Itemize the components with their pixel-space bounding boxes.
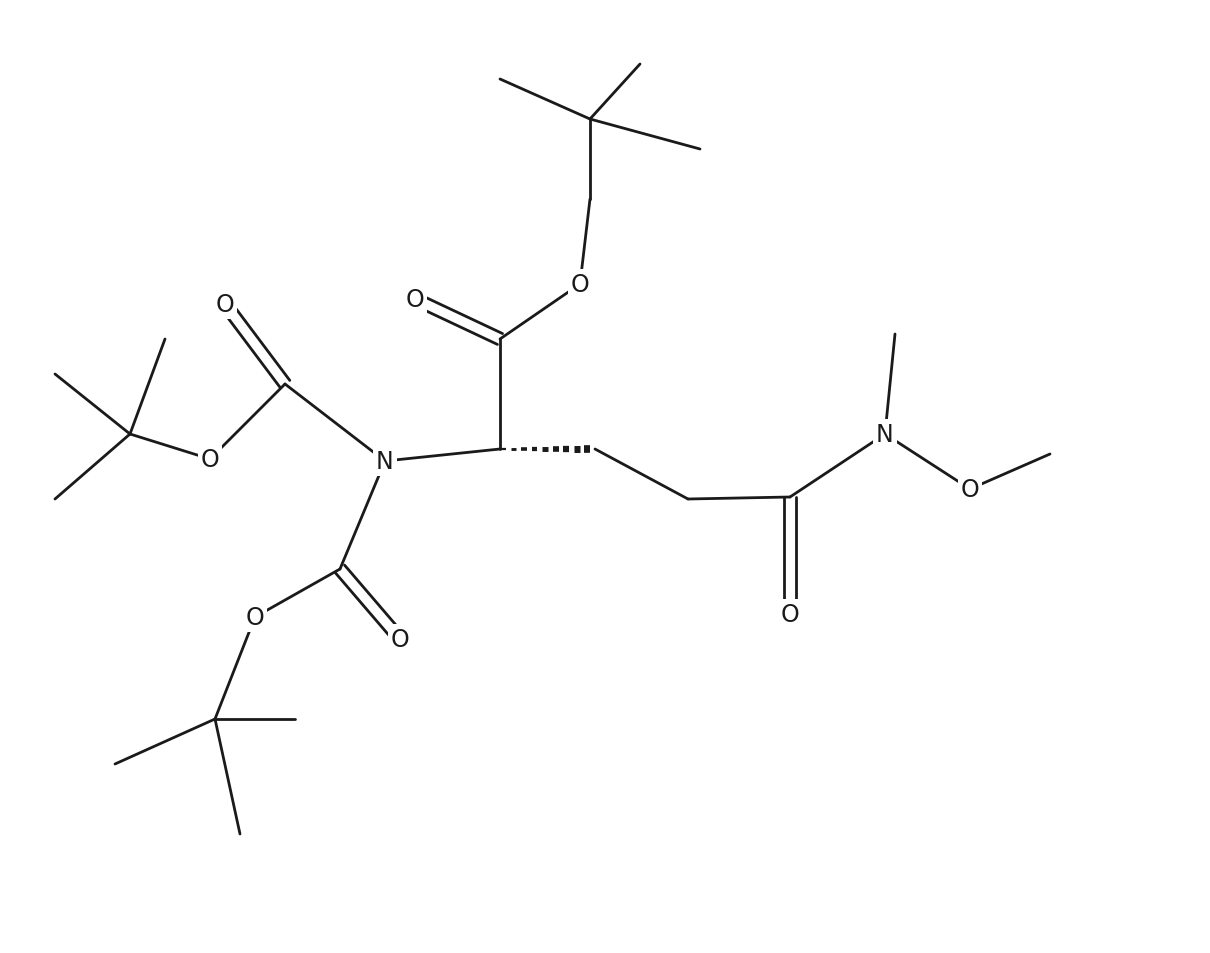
Text: N: N (376, 450, 394, 474)
Text: O: O (215, 293, 235, 316)
Text: O: O (201, 448, 219, 472)
Text: O: O (961, 477, 979, 501)
Text: O: O (391, 627, 409, 651)
Text: O: O (780, 602, 800, 626)
Text: N: N (876, 422, 894, 447)
Text: O: O (571, 273, 589, 296)
Text: O: O (405, 288, 425, 312)
Text: O: O (246, 605, 264, 629)
